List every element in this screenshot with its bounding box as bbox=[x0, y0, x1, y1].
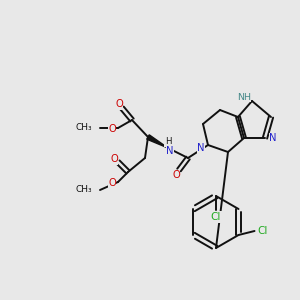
Text: O: O bbox=[108, 124, 116, 134]
Text: H: H bbox=[165, 137, 171, 146]
Text: Cl: Cl bbox=[257, 226, 268, 236]
Text: CH₃: CH₃ bbox=[75, 185, 92, 194]
Polygon shape bbox=[147, 135, 168, 148]
Text: Cl: Cl bbox=[211, 212, 221, 222]
Text: O: O bbox=[110, 154, 118, 164]
Text: N: N bbox=[166, 146, 174, 156]
Text: O: O bbox=[172, 170, 180, 180]
Text: N: N bbox=[197, 143, 205, 153]
Text: N: N bbox=[269, 133, 277, 143]
Text: CH₃: CH₃ bbox=[75, 124, 92, 133]
Text: NH: NH bbox=[237, 92, 251, 101]
Text: O: O bbox=[108, 178, 116, 188]
Text: O: O bbox=[115, 99, 123, 109]
